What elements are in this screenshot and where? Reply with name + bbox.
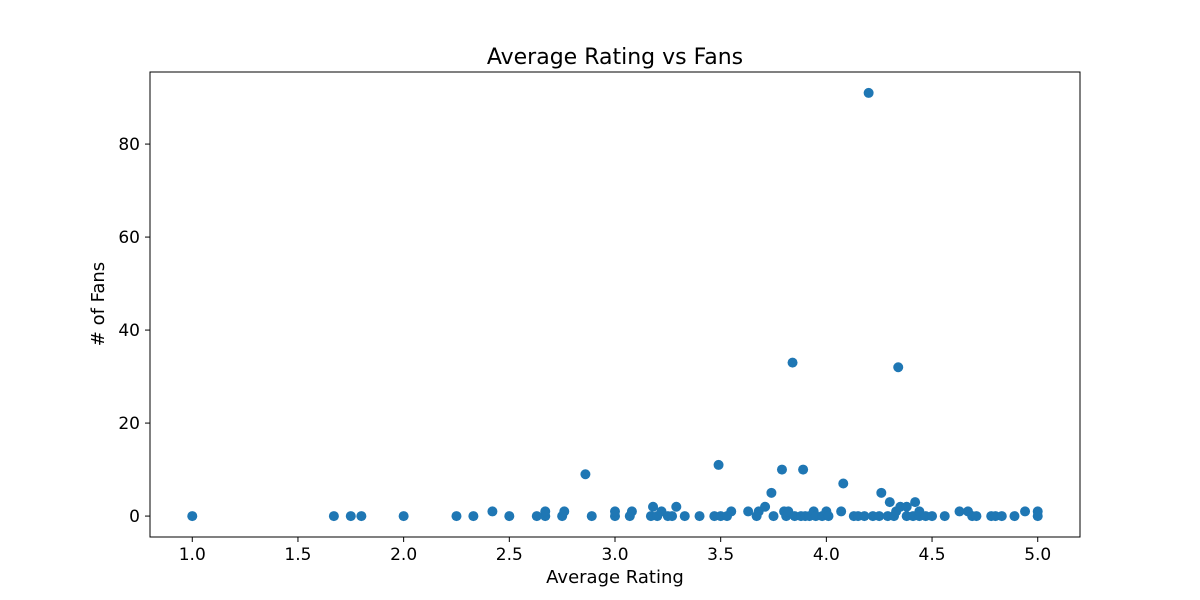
data-point: [1032, 506, 1043, 517]
data-point: [776, 464, 787, 475]
data-point: [910, 497, 921, 508]
data-point: [504, 511, 515, 522]
x-tick-label: 1.5: [284, 545, 311, 565]
x-tick-label: 1.0: [179, 545, 206, 565]
x-tick-label: 3.0: [601, 545, 628, 565]
data-point: [876, 487, 887, 498]
data-point: [954, 506, 965, 517]
data-point: [559, 506, 570, 517]
data-point: [345, 511, 356, 522]
data-point: [713, 459, 724, 470]
data-point: [531, 511, 542, 522]
data-point: [1009, 511, 1020, 522]
y-tick-label: 0: [129, 507, 140, 527]
x-axis: 1.0 1.5 2.0 2.5 3.0 3.5 4.0 4.5 5.0: [179, 537, 1051, 565]
data-point: [836, 506, 847, 517]
y-axis: 0 20 40 60 80: [118, 135, 150, 527]
y-tick-label: 60: [118, 228, 140, 248]
y-axis-label: # of Fans: [88, 262, 109, 346]
data-point: [787, 357, 798, 368]
data-point: [626, 506, 637, 517]
plot-area: [149, 71, 1081, 538]
data-point: [610, 506, 620, 517]
x-tick-label: 4.0: [813, 545, 840, 565]
data-point: [356, 511, 367, 522]
plot-frame: [149, 71, 1081, 538]
data-point: [679, 511, 690, 522]
data-point: [884, 497, 895, 508]
data-point: [766, 487, 777, 498]
x-tick-label: 5.0: [1024, 545, 1051, 565]
data-point: [798, 464, 809, 475]
data-point: [971, 511, 982, 522]
data-point: [580, 469, 591, 480]
x-tick-label: 3.5: [707, 545, 734, 565]
data-point: [694, 511, 705, 522]
data-point: [859, 511, 870, 522]
data-point: [874, 511, 885, 522]
data-point: [838, 478, 849, 489]
data-point: [586, 511, 597, 522]
data-point: [398, 511, 409, 522]
data-point: [893, 362, 904, 373]
data-point: [996, 511, 1007, 522]
y-tick-label: 40: [118, 321, 140, 341]
data-point: [187, 511, 198, 522]
data-point: [901, 501, 912, 512]
y-tick-label: 80: [118, 135, 140, 155]
data-point: [1020, 506, 1031, 517]
chart-title: Average Rating vs Fans: [487, 45, 743, 70]
data-point: [648, 501, 659, 512]
data-point: [760, 501, 771, 512]
data-point: [671, 501, 682, 512]
x-tick-label: 2.5: [496, 545, 523, 565]
x-axis-label: Average Rating: [546, 567, 684, 588]
x-tick-label: 4.5: [919, 545, 946, 565]
data-point: [927, 511, 938, 522]
data-point: [768, 511, 779, 522]
data-point: [540, 506, 551, 517]
data-point: [726, 506, 737, 517]
data-point: [468, 511, 479, 522]
data-point: [823, 511, 834, 522]
data-point: [863, 87, 874, 98]
data-point: [667, 511, 678, 522]
data-point: [487, 506, 498, 517]
y-tick-label: 20: [118, 414, 140, 434]
data-point: [451, 511, 462, 522]
data-point: [328, 511, 339, 522]
points-layer: [187, 87, 1043, 522]
data-point: [743, 506, 754, 517]
x-tick-label: 2.0: [390, 545, 417, 565]
data-point: [939, 511, 950, 522]
